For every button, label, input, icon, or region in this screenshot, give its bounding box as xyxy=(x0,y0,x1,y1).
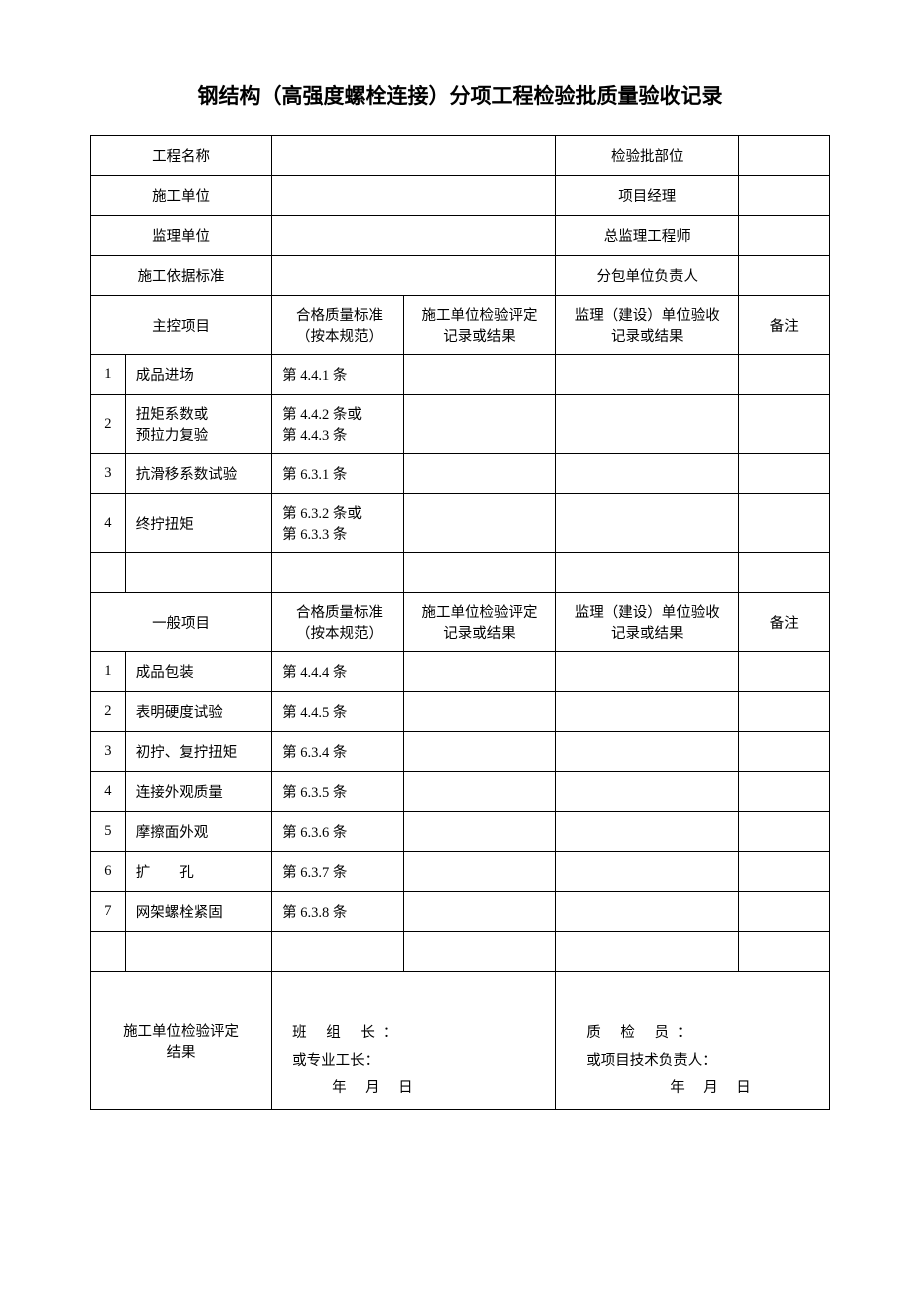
inspection-table: 工程名称 检验批部位施工单位 项目经理监理单位 总监理工程师施工依据标准 分包单位负责人… xyxy=(90,135,830,1110)
team-leader-label: 班 组 长： xyxy=(292,1025,405,1041)
general-item-row: 5摩擦面外观第 6.3.6 条 xyxy=(91,812,830,852)
date-label: 年 月 日 xyxy=(586,1075,829,1103)
header-row: 监理单位 总监理工程师 xyxy=(91,216,830,256)
date-label: 年 月 日 xyxy=(292,1075,555,1103)
header-value xyxy=(739,176,830,216)
header-label: 施工依据标准 xyxy=(91,256,272,296)
main-section-header: 主控项目合格质量标准（按本规范）施工单位检验评定记录或结果监理（建设）单位验收记… xyxy=(91,296,830,355)
main-item-row: 4终拧扭矩第 6.3.2 条或第 6.3.3 条 xyxy=(91,494,830,553)
blank-row xyxy=(91,932,830,972)
header-value xyxy=(739,136,830,176)
tech-lead-label: 或项目技术负责人： xyxy=(586,1048,829,1076)
main-item-row: 3抗滑移系数试验第 6.3.1 条 xyxy=(91,454,830,494)
general-item-row: 6扩 孔第 6.3.7 条 xyxy=(91,852,830,892)
result-label: 施工单位检验评定结果 xyxy=(91,972,272,1110)
header-value xyxy=(272,216,556,256)
header-row: 施工依据标准 分包单位负责人 xyxy=(91,256,830,296)
general-item-row: 2表明硬度试验第 4.4.5 条 xyxy=(91,692,830,732)
section-label: 一般项目 xyxy=(91,593,272,652)
signature-right: 质 检 员： 或项目技术负责人： 年 月 日 xyxy=(556,972,830,1110)
inspector-label: 质 检 员： xyxy=(586,1025,699,1041)
header-label: 施工单位 xyxy=(91,176,272,216)
signature-row: 施工单位检验评定结果 班 组 长： 或专业工长： 年 月 日 质 检 员： 或项… xyxy=(91,972,830,1110)
section-label: 主控项目 xyxy=(91,296,272,355)
header-value xyxy=(272,256,556,296)
page-title: 钢结构（高强度螺栓连接）分项工程检验批质量验收记录 xyxy=(90,80,830,110)
header-label: 分包单位负责人 xyxy=(556,256,739,296)
header-label: 工程名称 xyxy=(91,136,272,176)
header-value xyxy=(272,176,556,216)
general-item-row: 7网架螺栓紧固第 6.3.8 条 xyxy=(91,892,830,932)
header-value xyxy=(739,216,830,256)
header-label: 总监理工程师 xyxy=(556,216,739,256)
header-row: 工程名称 检验批部位 xyxy=(91,136,830,176)
main-item-row: 2扭矩系数或预拉力复验第 4.4.2 条或第 4.4.3 条 xyxy=(91,395,830,454)
signature-left: 班 组 长： 或专业工长： 年 月 日 xyxy=(272,972,556,1110)
header-row: 施工单位 项目经理 xyxy=(91,176,830,216)
foreman-label: 或专业工长： xyxy=(292,1048,555,1076)
main-item-row: 1成品进场第 4.4.1 条 xyxy=(91,355,830,395)
general-item-row: 1成品包装第 4.4.4 条 xyxy=(91,652,830,692)
header-label: 项目经理 xyxy=(556,176,739,216)
general-item-row: 3初拧、复拧扭矩第 6.3.4 条 xyxy=(91,732,830,772)
general-section-header: 一般项目合格质量标准（按本规范）施工单位检验评定记录或结果监理（建设）单位验收记… xyxy=(91,593,830,652)
header-value xyxy=(739,256,830,296)
blank-row xyxy=(91,553,830,593)
general-item-row: 4连接外观质量第 6.3.5 条 xyxy=(91,772,830,812)
header-value xyxy=(272,136,556,176)
header-label: 检验批部位 xyxy=(556,136,739,176)
header-label: 监理单位 xyxy=(91,216,272,256)
